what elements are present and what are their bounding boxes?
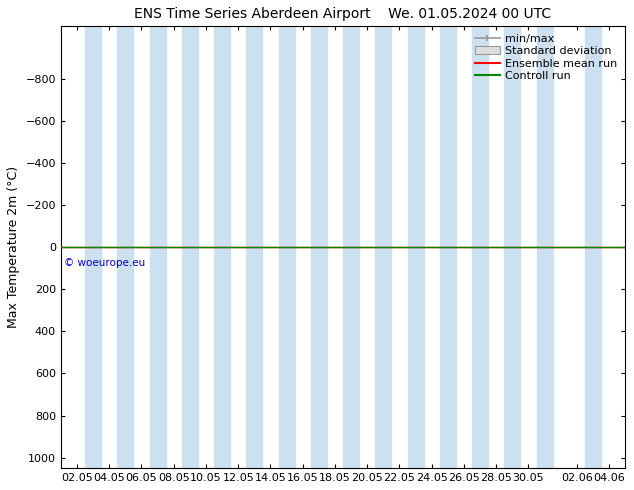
Legend: min/max, Standard deviation, Ensemble mean run, Controll run: min/max, Standard deviation, Ensemble me… [471,29,622,85]
Y-axis label: Max Temperature 2m (°C): Max Temperature 2m (°C) [7,166,20,328]
Bar [585,26,601,468]
Bar [278,26,295,468]
Bar [504,26,521,468]
Bar [311,26,327,468]
Bar [85,26,101,468]
Bar [408,26,424,468]
Bar [246,26,262,468]
Bar [117,26,133,468]
Text: © woeurope.eu: © woeurope.eu [64,258,145,268]
Bar [343,26,359,468]
Bar [214,26,230,468]
Bar [440,26,456,468]
Bar [472,26,488,468]
Bar [150,26,165,468]
Bar [375,26,391,468]
Bar [536,26,553,468]
Title: ENS Time Series Aberdeen Airport    We. 01.05.2024 00 UTC: ENS Time Series Aberdeen Airport We. 01.… [134,7,552,21]
Bar [182,26,198,468]
